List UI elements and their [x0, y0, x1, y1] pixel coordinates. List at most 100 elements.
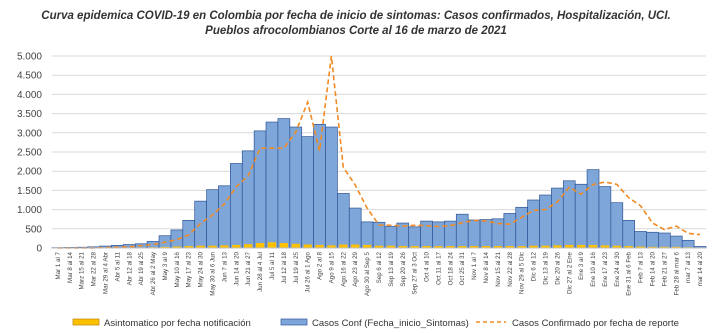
asymptomatic-bar: [612, 245, 621, 248]
x-tick-label: Mar 1 al 7: [55, 251, 62, 279]
asymptomatic-bar: [410, 246, 419, 248]
x-tick-label: Abr 26 al 2 May: [150, 251, 157, 295]
x-tick-label: Ene 31 al 6 Feb: [626, 251, 633, 295]
confirmed-bar: [337, 193, 350, 249]
asymptomatic-bar: [469, 246, 479, 248]
x-tick-label: Feb 21 al 27: [661, 251, 668, 286]
x-tick-label: Feb 7 al 13: [638, 251, 645, 283]
x-tick-label: Mar 8 al 14: [67, 251, 74, 283]
legend-label-asymptomatic: Asintomatico por fecha notificación: [104, 318, 251, 329]
asymptomatic-bar: [386, 245, 396, 248]
asymptomatic-bar: [267, 242, 277, 248]
x-tick-label: Sep 27 al 3 Oct: [412, 252, 419, 295]
legend-label-reported: Casos Confirmado por fecha de reporte: [512, 318, 679, 329]
asymptomatic-bar: [255, 243, 265, 248]
legend-swatch-confirmed: [280, 318, 308, 326]
x-tick-label: Nov 8 al 14: [483, 251, 490, 283]
x-tick-label: Abr 5 al 11: [114, 251, 121, 281]
x-tick-label: Marz 15 al 21: [79, 251, 86, 289]
gridlines: [52, 55, 706, 249]
confirmed-bar: [622, 220, 636, 249]
confirmed-bar: [515, 206, 528, 249]
chart-title: Curva epidemica COVID-19 en Colombia por…: [41, 10, 670, 22]
asymptomatic-bar: [481, 246, 491, 248]
asymptomatic-bar: [576, 244, 586, 248]
x-tick-label: Oct 18 al 24: [447, 251, 454, 285]
confirmed-bar: [218, 185, 231, 249]
confirmed-bar: [527, 199, 540, 249]
y-tick-label: 4.500: [17, 71, 42, 82]
chart-subtitle: Pueblos afrocolombianos Corte al 16 de m…: [205, 25, 507, 37]
asymptomatic-bar: [184, 246, 193, 248]
x-tick-label: Jun 28 al 4 Jul: [257, 252, 264, 292]
asymptomatic-bar: [220, 245, 229, 248]
y-tick-label: 0: [36, 244, 42, 255]
confirmed-bar: [230, 163, 243, 249]
confirmed-bar: [586, 169, 600, 249]
x-tick-label: Ene 24 al 30: [614, 251, 621, 286]
y-tick-label: 2.000: [17, 167, 42, 178]
y-tick-label: 3.000: [17, 128, 42, 139]
confirmed-bar: [301, 136, 314, 249]
asymptomatic-bar: [232, 244, 241, 248]
asymptomatic-bar: [351, 244, 360, 248]
confirmed-bar: [669, 235, 683, 249]
confirmed-bar: [289, 126, 303, 249]
x-tick-label: Ago 16 al 22: [340, 251, 347, 286]
x-tick-label: Ene 17 al 23: [602, 251, 609, 286]
confirmed-bar: [455, 213, 469, 249]
asymptomatic-bar: [505, 246, 514, 248]
x-tick-label: Dic 27 al 2 Ene: [566, 251, 573, 294]
x-tick-label: Nov 29 al 5 Dic: [519, 252, 526, 294]
x-tick-label: Abr 19 al 25: [138, 251, 145, 285]
legend-swatch-asymptomatic: [72, 318, 100, 326]
x-tick-label: May 24 al 30: [198, 251, 205, 287]
asymptomatic-bar: [374, 245, 384, 248]
x-tick-label: mar 14 al 20: [697, 251, 704, 286]
confirmed-bar: [408, 226, 421, 249]
confirmed-bar: [277, 118, 291, 249]
y-tick-label: 5.000: [17, 52, 42, 63]
confirmed-bar: [206, 189, 219, 249]
x-tick-label: Nov 1 al 7: [471, 251, 478, 279]
x-tick-label: Ago 23 al 29: [352, 251, 359, 286]
x-tick-label: Oct 25 al 31: [459, 251, 466, 285]
asymptomatic-bar: [422, 246, 431, 248]
y-tick-label: 4.000: [17, 90, 42, 101]
x-tick-label: Jul 12 al 18: [281, 251, 288, 283]
x-tick-label: Sep 20 al 26: [400, 251, 407, 286]
asymptomatic-bar: [398, 246, 407, 248]
asymptomatic-bar: [529, 245, 538, 248]
x-tick-label: Jul 19 al 25: [293, 251, 300, 283]
x-axis-tick-labels: Mar 1 al 7 Mar 8 al 14 Marz 15 al 21 Mar 22…: [55, 251, 704, 296]
asymptomatic-bar: [660, 246, 669, 248]
reported-cases-line-group: [57, 55, 701, 249]
confirmed-bar: [598, 186, 612, 249]
y-tick-label: 500: [25, 224, 42, 235]
asymptomatic-bar: [624, 246, 633, 248]
x-tick-label: Jun 21 al 27: [245, 251, 252, 285]
asymptomatic-bar: [446, 246, 455, 248]
confirmed-bar: [348, 207, 362, 249]
x-tick-label: mar 7 al 13: [685, 251, 692, 283]
x-tick-label: May 10 al 16: [174, 251, 181, 287]
asymptomatic-bar: [244, 244, 253, 248]
x-tick-label: Abr 12 al 18: [126, 251, 133, 285]
asymptomatic-bar: [600, 245, 610, 248]
y-tick-label: 3.500: [17, 109, 42, 120]
asymptomatic-bar: [160, 246, 170, 248]
confirmed-bar: [610, 202, 624, 249]
x-tick-label: Ago 9 al 15: [328, 251, 335, 283]
x-tick-label: Sep 13 al 19: [388, 251, 395, 286]
confirmed-bar: [646, 231, 659, 249]
confirmed-bar: [313, 124, 326, 249]
asymptomatic-bar: [458, 246, 467, 248]
asymptomatic-bar: [327, 245, 336, 248]
asymptomatic-bar: [339, 244, 348, 248]
reported-cases-line: [57, 55, 701, 249]
asymptomatic-bar: [434, 246, 443, 248]
confirmed-bar: [539, 194, 552, 249]
asymptomatic-bar: [541, 245, 550, 248]
x-tick-label: Mar 29 al 4 Abr: [103, 252, 110, 294]
